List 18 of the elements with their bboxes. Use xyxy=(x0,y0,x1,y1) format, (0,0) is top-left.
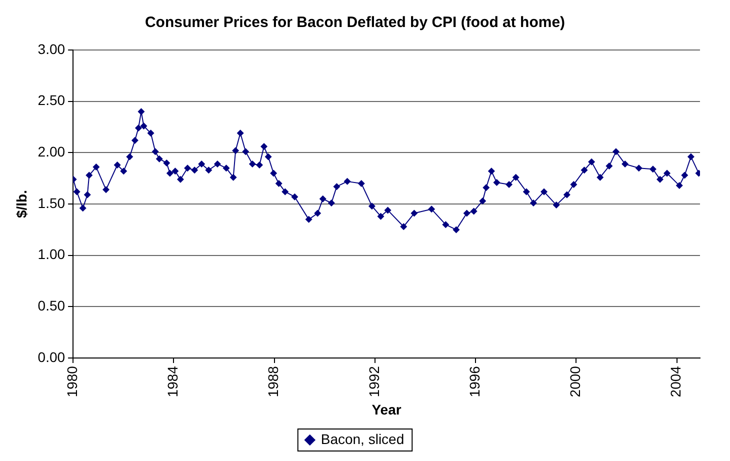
y-tick-label: 2.50 xyxy=(38,92,66,108)
x-tick-label: 2000 xyxy=(567,366,584,398)
y-tick-label: 1.00 xyxy=(38,246,66,262)
x-tick-label: 1984 xyxy=(164,366,181,398)
x-tick-label: 1996 xyxy=(466,366,482,398)
y-axis-title: $/lb. xyxy=(13,190,30,218)
y-tick-label: 0.50 xyxy=(38,298,66,314)
x-axis-title: Year xyxy=(372,401,402,418)
y-tick-label: 0.00 xyxy=(38,348,66,365)
x-tick-label: 2004 xyxy=(668,366,684,398)
legend-label: Bacon, sliced xyxy=(320,430,404,447)
x-tick-label: 1988 xyxy=(265,366,282,398)
x-tick-label: 1992 xyxy=(366,366,382,398)
y-tick-label: 2.00 xyxy=(38,144,66,160)
chart-title: Consumer Prices for Bacon Deflated by CPI (food at home) xyxy=(144,14,566,32)
x-tick-label: 1980 xyxy=(64,366,80,398)
y-tick-label: 3.00 xyxy=(38,40,66,57)
y-tick-label: 1.50 xyxy=(38,194,66,211)
